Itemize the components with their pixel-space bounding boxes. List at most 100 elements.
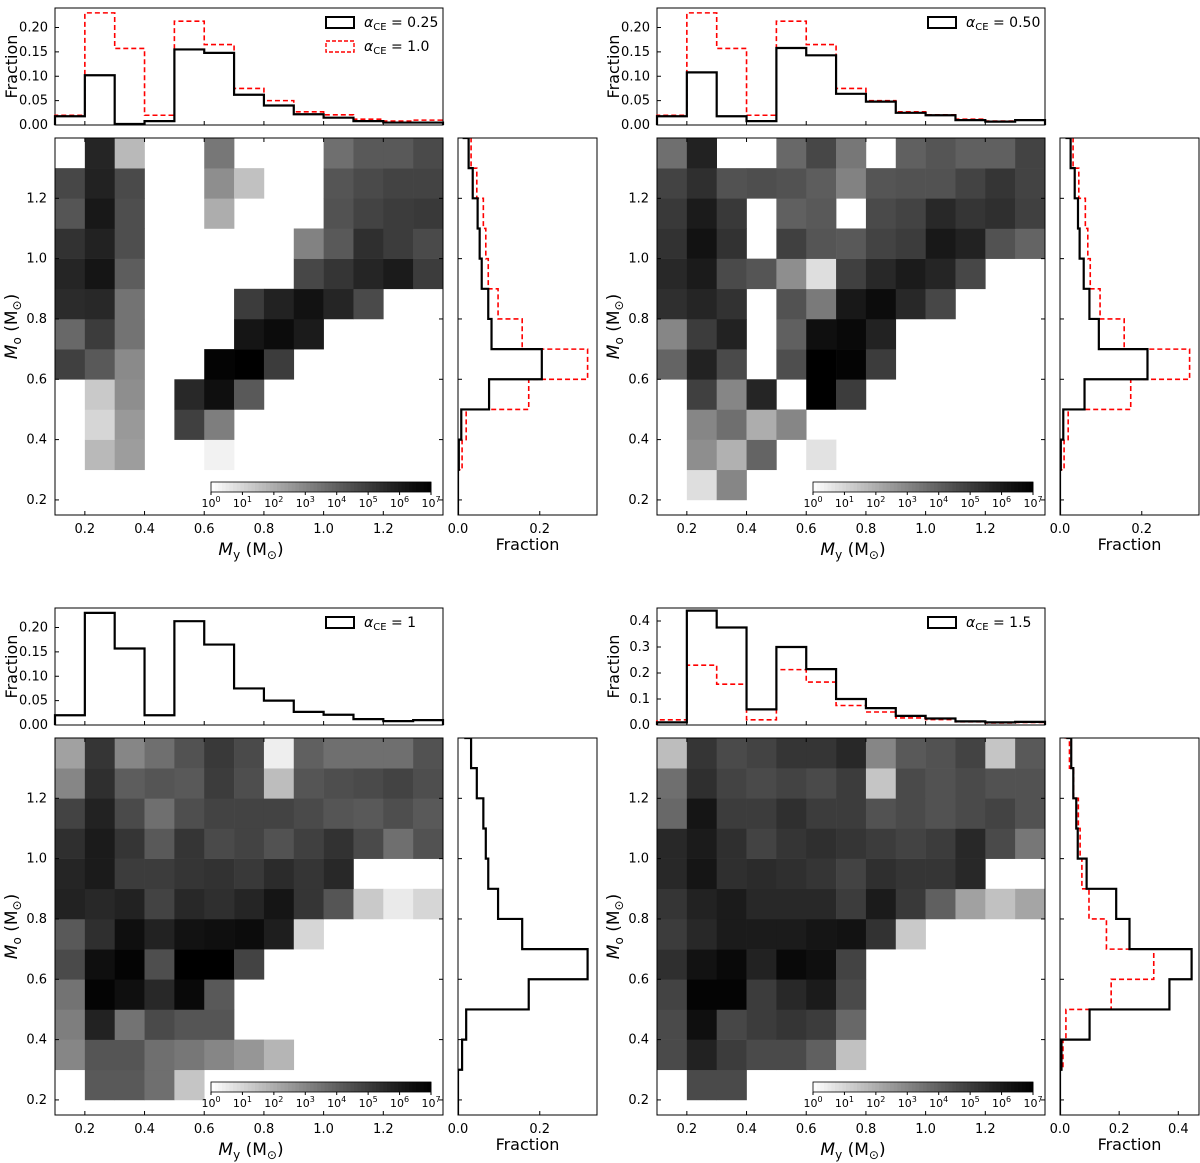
colorbar-segment bbox=[354, 1082, 359, 1092]
heatmap-cell bbox=[925, 168, 956, 199]
heatmap-cell bbox=[293, 228, 324, 259]
colorbar-segment bbox=[295, 1082, 300, 1092]
heatmap-cell bbox=[55, 318, 86, 350]
colorbar-segment bbox=[879, 1082, 884, 1092]
heatmap-cell bbox=[776, 258, 807, 290]
heatmap-cell bbox=[55, 858, 86, 890]
x-tick-label: 0.6 bbox=[796, 1122, 817, 1137]
x-tick-label: 1.0 bbox=[915, 522, 936, 537]
top-hist-y-tick-label: 0.20 bbox=[19, 21, 48, 36]
heatmap-cell bbox=[895, 828, 926, 859]
colorbar-segment bbox=[857, 482, 862, 492]
colorbar-segment bbox=[269, 1082, 274, 1092]
heatmap-cell bbox=[686, 1009, 717, 1040]
heatmap-cell bbox=[806, 1009, 837, 1040]
colorbar-segment bbox=[945, 482, 950, 492]
colorbar-tick-label: 100 bbox=[201, 495, 220, 510]
colorbar-segment bbox=[273, 482, 278, 492]
heatmap-cell bbox=[1015, 888, 1046, 920]
heatmap-cell bbox=[263, 918, 295, 950]
colorbar-segment bbox=[247, 1082, 252, 1092]
heatmap-cell bbox=[776, 1009, 807, 1040]
colorbar-segment bbox=[233, 1082, 238, 1092]
colorbar-segment bbox=[970, 482, 975, 492]
colorbar-segment bbox=[288, 482, 293, 492]
colorbar: 100 101 102 103 104 105 106 107 bbox=[803, 481, 1043, 510]
colorbar-segment bbox=[299, 1082, 304, 1092]
colorbar-segment bbox=[244, 1082, 249, 1092]
heatmap-cell bbox=[716, 1039, 747, 1071]
heatmap-cell bbox=[263, 349, 295, 380]
y-tick-label: 0.8 bbox=[628, 312, 649, 327]
heatmap-cell bbox=[323, 198, 354, 229]
heatmap-cell bbox=[865, 198, 897, 229]
colorbar-segment bbox=[1018, 1082, 1023, 1092]
heatmap-cell bbox=[114, 828, 145, 859]
heatmap-cell bbox=[353, 228, 384, 259]
colorbar-segment bbox=[886, 482, 891, 492]
colorbar-segment bbox=[952, 1082, 957, 1092]
colorbar-segment bbox=[853, 482, 858, 492]
heatmap-cell bbox=[114, 439, 145, 471]
colorbar-segment bbox=[368, 1082, 373, 1092]
heatmap-cell bbox=[895, 768, 926, 799]
panel-top-left: 0.2 0.4 0.6 0.8 1.0 1.2 0.2 0.4 0.6 0.8 1.0 1.2 My (… bbox=[2, 7, 598, 562]
heatmap-cell bbox=[114, 1009, 145, 1040]
colorbar-segment bbox=[901, 482, 906, 492]
heatmap-cell bbox=[955, 888, 986, 920]
heatmap-cell bbox=[353, 798, 384, 829]
side-hist-primary-series bbox=[458, 738, 589, 1115]
colorbar-segment bbox=[343, 482, 348, 492]
heatmap-cell bbox=[84, 138, 115, 169]
heatmap-cell bbox=[806, 379, 837, 410]
top-hist-y-label: Fraction bbox=[604, 635, 623, 699]
heatmap-cell bbox=[413, 798, 444, 829]
heatmap-cell bbox=[895, 258, 926, 290]
heatmap-cell bbox=[174, 979, 205, 1010]
heatmap-cell bbox=[776, 979, 807, 1010]
heatmap-cell bbox=[686, 738, 717, 769]
x-tick-label: 0.6 bbox=[796, 522, 817, 537]
heatmap-cell bbox=[776, 228, 807, 259]
x-tick-label: 0.6 bbox=[194, 522, 215, 537]
heatmap-cell bbox=[293, 918, 324, 950]
y-tick-label: 0.2 bbox=[26, 493, 47, 508]
colorbar-segment bbox=[236, 482, 241, 492]
colorbar-tick-label: 102 bbox=[866, 495, 885, 510]
colorbar-segment bbox=[332, 1082, 337, 1092]
colorbar-segment bbox=[820, 1082, 825, 1092]
colorbar-segment bbox=[813, 482, 818, 492]
heatmap-cell bbox=[686, 409, 717, 440]
colorbar-tick-label: 106 bbox=[390, 1095, 409, 1110]
top-hist-frame bbox=[54, 7, 444, 126]
heatmap-cell bbox=[776, 828, 807, 859]
heatmap-cell bbox=[746, 828, 777, 859]
top-hist-y-tick-label: 0.20 bbox=[621, 21, 650, 36]
heatmap-cell bbox=[144, 918, 175, 950]
colorbar-tick-label: 101 bbox=[835, 1095, 854, 1110]
colorbar-tick-label: 103 bbox=[898, 495, 917, 510]
heatmap-cell bbox=[263, 798, 295, 829]
heatmap-cell bbox=[114, 918, 145, 950]
side-hist-x-label: Fraction bbox=[496, 1135, 560, 1154]
colorbar-segment bbox=[992, 482, 997, 492]
heatmap-cell bbox=[836, 379, 867, 410]
heatmap-cell bbox=[716, 888, 747, 920]
heatmap-cell bbox=[114, 1069, 145, 1101]
top-hist-y-label: Fraction bbox=[2, 635, 21, 699]
heatmap-cell bbox=[955, 768, 986, 799]
colorbar-segment bbox=[420, 482, 425, 492]
heatmap-cell bbox=[686, 858, 717, 890]
heatmap-cell bbox=[323, 168, 354, 199]
heatmap-cell bbox=[716, 828, 747, 859]
heatmap-cell bbox=[293, 258, 324, 290]
heatmap-cell bbox=[776, 858, 807, 890]
heatmap-cell bbox=[84, 168, 115, 199]
heatmap-cell bbox=[174, 949, 205, 980]
heatmap-cell bbox=[776, 1039, 807, 1071]
heatmap-cell bbox=[836, 258, 867, 290]
colorbar-segment bbox=[379, 482, 384, 492]
y-tick-label: 0.4 bbox=[628, 433, 649, 448]
x-tick-label: 0.4 bbox=[134, 1122, 155, 1137]
